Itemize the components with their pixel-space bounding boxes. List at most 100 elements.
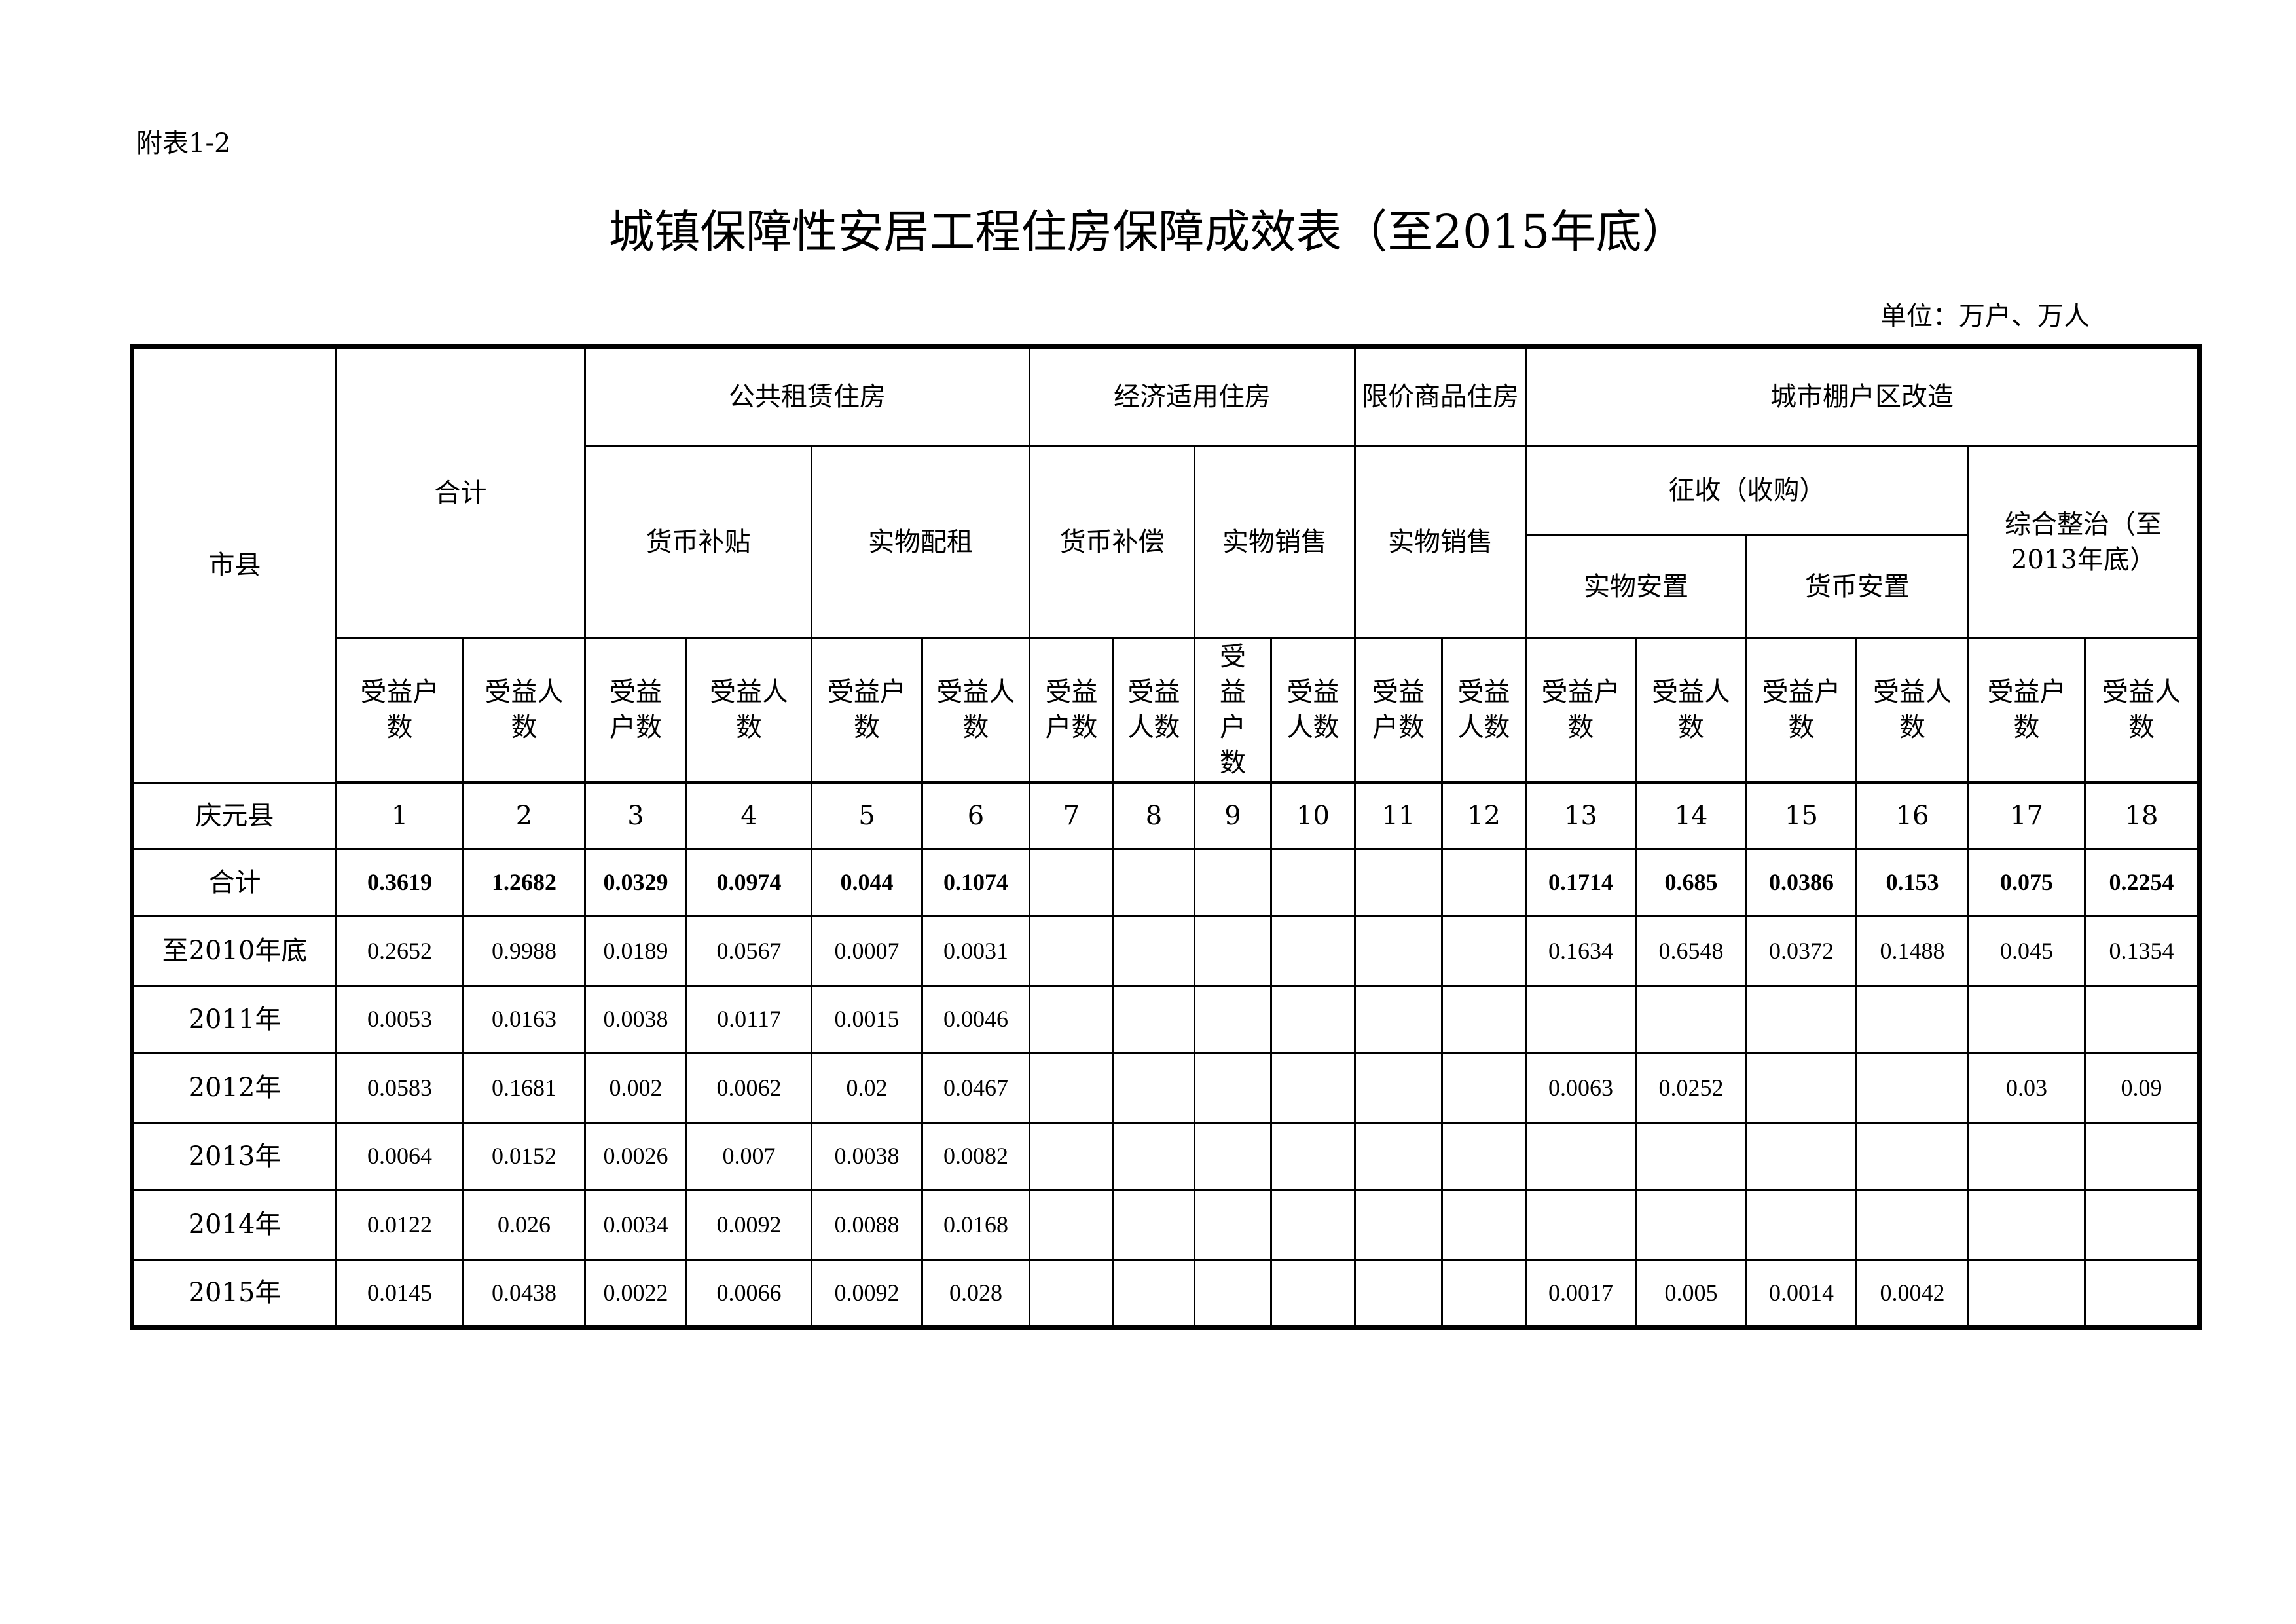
header-households: 受益户数 (1194, 637, 1272, 784)
table-cell: 0.0088 (811, 1189, 923, 1261)
table-row: 2014年 0.0122 0.026 0.0034 0.0092 0.0088 0.0168 (131, 1189, 2200, 1261)
header-in-kind-sales-price-limited: 实物销售 (1354, 445, 1527, 639)
row-label: 2014年 (131, 1189, 337, 1261)
table-cell: 12 (1441, 781, 1527, 850)
row-label: 庆元县 (131, 781, 337, 850)
table-cell: 17 (1967, 781, 2086, 850)
table-cell (1354, 1189, 1443, 1261)
table-cell: 0.0034 (584, 1189, 687, 1261)
table-cell: 0.0189 (584, 915, 687, 987)
table-cell (1112, 1121, 1195, 1191)
table-cell: 0.0026 (584, 1121, 687, 1191)
header-persons: 受益人数 (685, 637, 812, 784)
header-households: 受益户数 (584, 637, 687, 784)
header-cash-subsidy: 货币补贴 (584, 445, 812, 639)
header-in-kind-sales: 实物销售 (1194, 445, 1356, 639)
header-households: 受益户数 (1967, 637, 2086, 784)
table-cell (1270, 915, 1356, 987)
table-cell (1967, 1189, 2086, 1261)
table-cell: 0.005 (1635, 1258, 1747, 1329)
table-cell: 0.0062 (685, 1052, 812, 1124)
table-cell: 0.9988 (462, 915, 586, 987)
table-cell: 0.028 (921, 1258, 1030, 1329)
table-cell (1441, 1258, 1527, 1329)
table-cell (1112, 915, 1195, 987)
table-cell: 0.0386 (1745, 847, 1857, 917)
table-cell (1270, 1189, 1356, 1261)
table-cell (1745, 984, 1857, 1054)
header-cash-compensation: 货币补偿 (1029, 445, 1195, 639)
table-cell: 0.0467 (921, 1052, 1030, 1124)
table-cell (1194, 984, 1272, 1054)
table-cell: 0.0042 (1855, 1258, 1969, 1329)
table-cell: 0.0064 (335, 1121, 464, 1191)
table-cell (1270, 984, 1356, 1054)
table-cell: 0.0092 (811, 1258, 923, 1329)
table-cell: 0.0031 (921, 915, 1030, 987)
table-cell (1745, 1052, 1857, 1124)
row-label: 2015年 (131, 1258, 337, 1329)
table-cell: 0.0066 (685, 1258, 812, 1329)
header-households: 受益户数 (1525, 637, 1637, 784)
table-cell (1441, 847, 1527, 917)
table-cell: 0.045 (1967, 915, 2086, 987)
table-cell (1354, 915, 1443, 987)
table-row: 合计 0.3619 1.2682 0.0329 0.0974 0.044 0.1074 0.1… (131, 847, 2200, 917)
table-cell: 0.0082 (921, 1121, 1030, 1191)
table-cell: 0.03 (1967, 1052, 2086, 1124)
table-cell: 0.2254 (2084, 847, 2200, 917)
row-label: 合计 (131, 847, 337, 917)
header-persons: 受益人数 (462, 637, 586, 784)
table-row: 2012年 0.0583 0.1681 0.002 0.0062 0.02 0.0467 0.… (131, 1052, 2200, 1124)
header-persons: 受益人数 (1855, 637, 1969, 784)
table-cell: 0.1074 (921, 847, 1030, 917)
table-cell: 0.153 (1855, 847, 1969, 917)
header-expropriation: 征收（收购） (1525, 445, 1969, 536)
table-cell (2084, 1258, 2200, 1329)
table-cell (1112, 847, 1195, 917)
table-cell (1635, 1121, 1747, 1191)
table-cell: 0.1714 (1525, 847, 1637, 917)
table-cell: 0.0438 (462, 1258, 586, 1329)
table-cell: 0.0117 (685, 984, 812, 1054)
table-cell (1525, 984, 1637, 1054)
table-cell: 0.1354 (2084, 915, 2200, 987)
table-cell (1635, 984, 1747, 1054)
header-persons: 受益人数 (1635, 637, 1747, 784)
table-cell (1029, 1258, 1114, 1329)
header-persons: 受益人数 (2084, 637, 2200, 784)
table-cell (1270, 1052, 1356, 1124)
table-cell: 0.0015 (811, 984, 923, 1054)
table-cell: 0.0567 (685, 915, 812, 987)
table-cell (1112, 984, 1195, 1054)
header-persons: 受益人数 (921, 637, 1030, 784)
table-cell: 0.002 (584, 1052, 687, 1124)
header-region: 市县 (131, 346, 337, 784)
table-cell (1441, 1121, 1527, 1191)
table-cell (1855, 1052, 1969, 1124)
table-cell (1029, 915, 1114, 987)
table-cell: 0.0122 (335, 1189, 464, 1261)
table-cell (1525, 1121, 1637, 1191)
table-cell (1029, 1121, 1114, 1191)
table-cell: 1.2682 (462, 847, 586, 917)
table-cell: 18 (2084, 781, 2200, 850)
table-cell (2084, 1121, 2200, 1191)
table-cell (1194, 1189, 1272, 1261)
table-cell (1112, 1052, 1195, 1124)
annex-label: 附表1-2 (136, 128, 231, 158)
table-cell: 0.0092 (685, 1189, 812, 1261)
table-cell: 0.0014 (1745, 1258, 1857, 1329)
table-cell: 0.0022 (584, 1258, 687, 1329)
header-households: 受益户数 (335, 637, 464, 784)
table-cell (1525, 1189, 1637, 1261)
table-cell (1967, 984, 2086, 1054)
table-cell (1354, 1052, 1443, 1124)
table-row: 至2010年底 0.2652 0.9988 0.0189 0.0567 0.0007 0.0… (131, 915, 2200, 987)
table-cell: 0.685 (1635, 847, 1747, 917)
table-cell: 0.0252 (1635, 1052, 1747, 1124)
header-affordable: 经济适用住房 (1029, 346, 1356, 447)
table-cell (1029, 847, 1114, 917)
table-cell: 0.075 (1967, 847, 2086, 917)
table-cell (1635, 1189, 1747, 1261)
